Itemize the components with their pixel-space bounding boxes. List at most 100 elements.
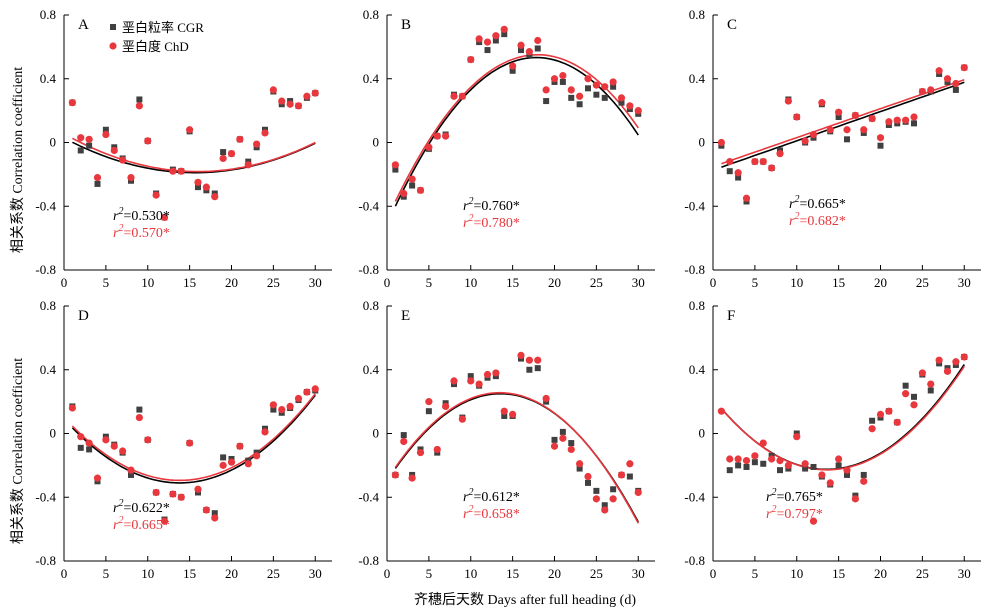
chd-point bbox=[303, 92, 311, 100]
y-tick-label: 0.4 bbox=[40, 71, 57, 86]
chd-point bbox=[876, 410, 885, 418]
chd-point bbox=[144, 436, 152, 444]
fit-curve-cgr bbox=[394, 56, 639, 207]
chd-point bbox=[601, 83, 609, 91]
chd-point bbox=[759, 439, 767, 447]
chd-point bbox=[269, 401, 277, 409]
r2-label-chd: r2=0.682* bbox=[789, 211, 846, 229]
x-tick-label: 0 bbox=[61, 566, 68, 581]
chd-point bbox=[843, 466, 851, 474]
chd-point bbox=[768, 455, 776, 463]
y-tick-label: 0.4 bbox=[689, 71, 706, 86]
cgr-point bbox=[576, 465, 583, 472]
cgr-point bbox=[576, 101, 583, 108]
chd-point bbox=[261, 428, 269, 436]
x-tick-label: 5 bbox=[752, 566, 759, 581]
cgr-point bbox=[220, 454, 227, 461]
chd-point bbox=[717, 138, 725, 147]
x-tick-label: 10 bbox=[464, 566, 477, 581]
chd-point bbox=[286, 402, 294, 411]
legend-label: 垩白粒率 CGR bbox=[122, 20, 204, 35]
legend-label: 垩白度 ChD bbox=[122, 39, 189, 54]
panel-label: B bbox=[401, 17, 411, 33]
cgr-point bbox=[585, 85, 591, 92]
cgr-point bbox=[869, 417, 876, 424]
cgr-point bbox=[911, 393, 917, 400]
x-tick-label: 15 bbox=[832, 566, 845, 581]
panel-d: -0.8 -0.4 0 0.4 0.8 0 5 10 15 20 25 30 Dr2=0.622*r2=… bbox=[35, 298, 332, 581]
cgr-point bbox=[86, 446, 93, 453]
chd-point bbox=[885, 407, 893, 415]
chd-point bbox=[809, 130, 818, 139]
x-tick-label: 5 bbox=[426, 566, 433, 581]
chd-point bbox=[584, 75, 592, 83]
x-tick-label: 10 bbox=[141, 275, 154, 290]
chd-point bbox=[534, 356, 542, 364]
chd-point bbox=[110, 442, 118, 450]
x-tick-label: 10 bbox=[141, 566, 154, 581]
cgr-point bbox=[626, 473, 633, 480]
chd-point bbox=[77, 134, 85, 142]
chd-point bbox=[776, 456, 784, 465]
chd-point bbox=[851, 495, 859, 503]
panel-a: -0.8 -0.4 0 0.4 0.8 0 5 10 15 20 25 30 Ar2=0.530*r2=… bbox=[35, 7, 332, 290]
chd-point bbox=[576, 92, 584, 100]
chd-point bbox=[186, 126, 194, 134]
cgr-point bbox=[551, 436, 558, 443]
x-tick-label: 30 bbox=[958, 566, 971, 581]
y-tick-label: 0.8 bbox=[40, 298, 56, 313]
chd-point bbox=[416, 186, 425, 194]
cgr-point bbox=[610, 486, 617, 493]
chd-point bbox=[458, 92, 466, 100]
panel-label: D bbox=[78, 308, 89, 324]
chd-point bbox=[102, 130, 110, 139]
cgr-point bbox=[467, 373, 474, 380]
chd-point bbox=[885, 118, 893, 126]
chd-point bbox=[433, 445, 441, 454]
chd-point bbox=[303, 388, 311, 396]
chd-point bbox=[617, 94, 626, 102]
cgr-point bbox=[501, 31, 508, 38]
chd-point bbox=[910, 113, 918, 121]
chd-point bbox=[152, 488, 160, 497]
chd-point bbox=[534, 36, 542, 45]
chd-point bbox=[893, 116, 901, 124]
chd-point bbox=[550, 442, 559, 450]
x-tick-label: 15 bbox=[506, 275, 519, 290]
chd-point bbox=[525, 356, 533, 364]
y-axis-title-top: 相关系数 Correlation coefficient bbox=[10, 67, 26, 253]
chd-point bbox=[826, 479, 834, 487]
fit-curve-cgr bbox=[720, 364, 965, 471]
chd-point bbox=[186, 439, 194, 447]
chd-point bbox=[85, 439, 93, 447]
chd-point bbox=[609, 78, 617, 86]
cgr-point bbox=[409, 182, 416, 189]
chd-point bbox=[927, 380, 935, 388]
cgr-point bbox=[835, 114, 842, 120]
chd-point bbox=[626, 102, 634, 110]
fit-curve-chd bbox=[394, 54, 639, 202]
cgr-point bbox=[77, 147, 84, 154]
chd-point bbox=[244, 460, 252, 468]
x-tick-label: 30 bbox=[309, 275, 322, 290]
chd-point bbox=[127, 466, 135, 474]
x-tick-label: 10 bbox=[790, 275, 803, 290]
chd-point bbox=[567, 445, 575, 454]
x-tick-label: 20 bbox=[225, 275, 238, 290]
x-tick-label: 20 bbox=[874, 566, 887, 581]
y-tick-label: -0.4 bbox=[35, 198, 56, 213]
chd-point bbox=[408, 175, 416, 183]
chd-point bbox=[102, 436, 110, 444]
x-tick-label: 15 bbox=[832, 275, 845, 290]
panel-label: F bbox=[727, 308, 735, 324]
x-tick-label: 20 bbox=[548, 566, 561, 581]
chd-point bbox=[918, 87, 926, 96]
chd-point bbox=[294, 102, 303, 110]
chd-point bbox=[219, 461, 227, 469]
chd-point bbox=[927, 86, 935, 94]
chd-point bbox=[135, 102, 143, 110]
cgr-point bbox=[501, 412, 508, 419]
chd-point bbox=[726, 455, 734, 463]
chd-point bbox=[227, 150, 236, 158]
